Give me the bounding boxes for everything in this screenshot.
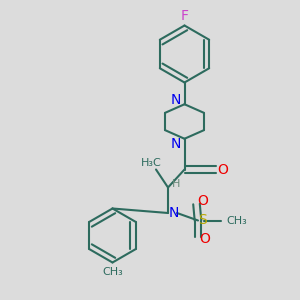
Text: O: O: [217, 163, 228, 176]
Text: N: N: [169, 206, 179, 220]
Text: H₃C: H₃C: [141, 158, 162, 168]
Text: O: O: [199, 232, 210, 246]
Text: S: S: [198, 214, 207, 227]
Text: CH₃: CH₃: [226, 215, 247, 226]
Text: N: N: [171, 137, 181, 151]
Text: H: H: [172, 179, 181, 189]
Text: F: F: [181, 10, 188, 23]
Text: O: O: [198, 194, 208, 208]
Text: CH₃: CH₃: [102, 267, 123, 277]
Text: N: N: [171, 93, 181, 107]
